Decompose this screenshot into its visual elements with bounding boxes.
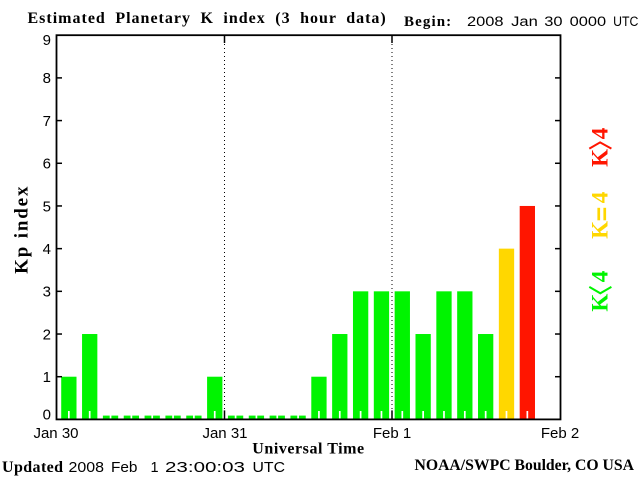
svg-text:1: 1 xyxy=(151,460,159,476)
svg-text:0000: 0000 xyxy=(570,14,607,29)
svg-text:9: 9 xyxy=(43,32,51,49)
svg-text:4: 4 xyxy=(43,241,51,258)
svg-text:Jan 30: Jan 30 xyxy=(33,425,78,442)
svg-text:1: 1 xyxy=(43,369,51,386)
svg-text:K: K xyxy=(588,221,613,239)
svg-text:NOAA/SWPC Boulder, CO USA: NOAA/SWPC Boulder, CO USA xyxy=(415,457,635,474)
svg-text:UTC: UTC xyxy=(613,14,639,29)
svg-text:Updated: Updated xyxy=(2,459,63,476)
svg-text:0: 0 xyxy=(43,406,51,423)
svg-text:Feb: Feb xyxy=(111,460,138,476)
svg-text:Jan 31: Jan 31 xyxy=(202,425,247,442)
svg-text:K: K xyxy=(588,149,613,167)
svg-text:4: 4 xyxy=(588,270,613,282)
svg-text:23:00:03: 23:00:03 xyxy=(165,460,245,476)
svg-text:4: 4 xyxy=(588,191,613,203)
svg-text:7: 7 xyxy=(43,113,51,130)
svg-text:3: 3 xyxy=(43,284,51,301)
svg-text:K: K xyxy=(588,294,613,312)
svg-text:Jan: Jan xyxy=(511,14,538,29)
svg-text:2: 2 xyxy=(43,326,51,343)
svg-text:Kp index: Kp index xyxy=(12,185,33,274)
svg-text:30: 30 xyxy=(544,14,562,29)
svg-text:Feb 2: Feb 2 xyxy=(541,425,579,442)
svg-text:2008: 2008 xyxy=(69,460,105,476)
svg-text:2008: 2008 xyxy=(467,14,504,29)
svg-text:Begin:: Begin: xyxy=(404,14,452,30)
svg-text:Feb 1: Feb 1 xyxy=(373,425,411,442)
svg-text:4: 4 xyxy=(588,127,613,139)
svg-text:6: 6 xyxy=(43,156,51,173)
svg-text:Estimated Planetary K index (3: Estimated Planetary K index (3 hour data… xyxy=(28,10,387,27)
svg-text:Universal Time: Universal Time xyxy=(252,440,364,457)
svg-text:UTC: UTC xyxy=(253,460,286,476)
svg-text:8: 8 xyxy=(43,70,51,87)
svg-text:5: 5 xyxy=(43,198,51,215)
